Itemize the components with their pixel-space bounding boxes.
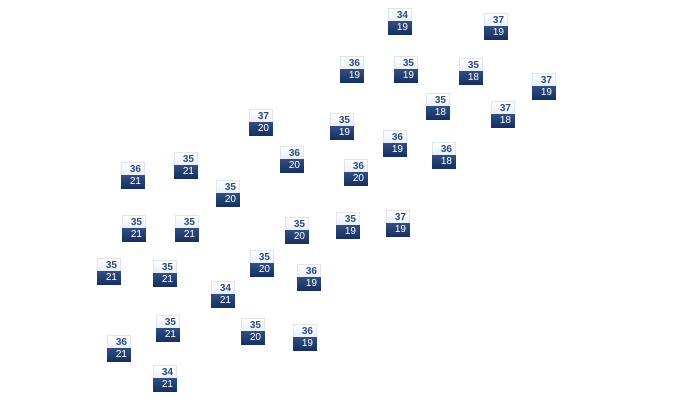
temperature-marker[interactable]: 35 21 <box>174 152 198 180</box>
low-temperature: 19 <box>293 337 317 351</box>
low-temperature: 19 <box>532 86 556 100</box>
low-temperature: 21 <box>97 271 121 285</box>
temperature-marker[interactable]: 36 19 <box>340 56 364 84</box>
high-temperature: 35 <box>175 215 199 228</box>
low-temperature: 21 <box>211 294 235 308</box>
temperature-marker[interactable]: 35 21 <box>97 258 121 286</box>
temperature-marker[interactable]: 36 21 <box>107 335 131 363</box>
high-temperature: 35 <box>459 58 483 71</box>
high-temperature: 36 <box>344 159 368 172</box>
high-temperature: 37 <box>249 109 273 122</box>
high-temperature: 37 <box>532 73 556 86</box>
high-temperature: 35 <box>156 315 180 328</box>
low-temperature: 19 <box>484 26 508 40</box>
high-temperature: 36 <box>280 146 304 159</box>
high-temperature: 36 <box>297 264 321 277</box>
temperature-marker[interactable]: 35 21 <box>175 215 199 243</box>
high-temperature: 36 <box>383 130 407 143</box>
temperature-marker[interactable]: 37 18 <box>491 101 515 129</box>
low-temperature: 20 <box>250 263 274 277</box>
low-temperature: 18 <box>491 114 515 128</box>
temperature-marker[interactable]: 35 21 <box>122 215 146 243</box>
temperature-marker[interactable]: 36 19 <box>293 324 317 352</box>
temperature-marker[interactable]: 34 19 <box>388 8 412 36</box>
low-temperature: 19 <box>336 225 360 239</box>
low-temperature: 20 <box>249 122 273 136</box>
low-temperature: 21 <box>153 273 177 287</box>
temperature-marker[interactable]: 37 19 <box>532 73 556 101</box>
low-temperature: 21 <box>107 348 131 362</box>
temperature-marker[interactable]: 35 20 <box>216 180 240 208</box>
high-temperature: 34 <box>211 281 235 294</box>
low-temperature: 20 <box>285 230 309 244</box>
temperature-marker[interactable]: 35 19 <box>394 56 418 84</box>
high-temperature: 37 <box>491 101 515 114</box>
low-temperature: 20 <box>344 172 368 186</box>
temperature-marker[interactable]: 35 18 <box>426 93 450 121</box>
high-temperature: 35 <box>216 180 240 193</box>
temperature-marker[interactable]: 35 21 <box>153 260 177 288</box>
temperature-marker[interactable]: 37 20 <box>249 109 273 137</box>
low-temperature: 19 <box>340 69 364 83</box>
temperature-marker[interactable]: 37 19 <box>484 13 508 41</box>
low-temperature: 20 <box>216 193 240 207</box>
temperature-marker[interactable]: 35 18 <box>459 58 483 86</box>
low-temperature: 18 <box>432 155 456 169</box>
temperature-marker[interactable]: 35 19 <box>336 212 360 240</box>
temperature-marker[interactable]: 35 19 <box>330 113 354 141</box>
temperature-marker[interactable]: 36 18 <box>432 142 456 170</box>
temperature-marker[interactable]: 34 21 <box>211 281 235 309</box>
high-temperature: 35 <box>285 217 309 230</box>
high-temperature: 35 <box>336 212 360 225</box>
temperature-marker[interactable]: 36 20 <box>344 159 368 187</box>
high-temperature: 35 <box>394 56 418 69</box>
low-temperature: 21 <box>156 328 180 342</box>
low-temperature: 21 <box>122 228 146 242</box>
low-temperature: 19 <box>388 21 412 35</box>
high-temperature: 35 <box>330 113 354 126</box>
high-temperature: 36 <box>340 56 364 69</box>
high-temperature: 36 <box>293 324 317 337</box>
low-temperature: 21 <box>121 175 145 189</box>
high-temperature: 36 <box>107 335 131 348</box>
low-temperature: 20 <box>280 159 304 173</box>
high-temperature: 37 <box>386 210 410 223</box>
temperature-marker[interactable]: 35 21 <box>156 315 180 343</box>
temperature-marker[interactable]: 34 21 <box>153 365 177 393</box>
low-temperature: 19 <box>297 277 321 291</box>
high-temperature: 34 <box>388 8 412 21</box>
temperature-marker[interactable]: 35 20 <box>250 250 274 278</box>
high-temperature: 35 <box>122 215 146 228</box>
high-temperature: 37 <box>484 13 508 26</box>
temperature-marker[interactable]: 35 20 <box>285 217 309 245</box>
low-temperature: 19 <box>394 69 418 83</box>
high-temperature: 35 <box>97 258 121 271</box>
temperature-marker[interactable]: 36 19 <box>297 264 321 292</box>
temperature-marker[interactable]: 36 20 <box>280 146 304 174</box>
low-temperature: 19 <box>383 143 407 157</box>
high-temperature: 35 <box>426 93 450 106</box>
low-temperature: 21 <box>175 228 199 242</box>
high-temperature: 36 <box>432 142 456 155</box>
low-temperature: 20 <box>241 331 265 345</box>
low-temperature: 18 <box>426 106 450 120</box>
low-temperature: 21 <box>174 165 198 179</box>
high-temperature: 36 <box>121 162 145 175</box>
high-temperature: 35 <box>250 250 274 263</box>
temperature-marker[interactable]: 37 19 <box>386 210 410 238</box>
temperature-marker[interactable]: 36 19 <box>383 130 407 158</box>
low-temperature: 18 <box>459 71 483 85</box>
low-temperature: 19 <box>330 126 354 140</box>
temperature-marker[interactable]: 36 21 <box>121 162 145 190</box>
low-temperature: 21 <box>153 378 177 392</box>
high-temperature: 35 <box>153 260 177 273</box>
high-temperature: 34 <box>153 365 177 378</box>
high-temperature: 35 <box>241 318 265 331</box>
high-temperature: 35 <box>174 152 198 165</box>
temperature-marker[interactable]: 35 20 <box>241 318 265 346</box>
low-temperature: 19 <box>386 223 410 237</box>
